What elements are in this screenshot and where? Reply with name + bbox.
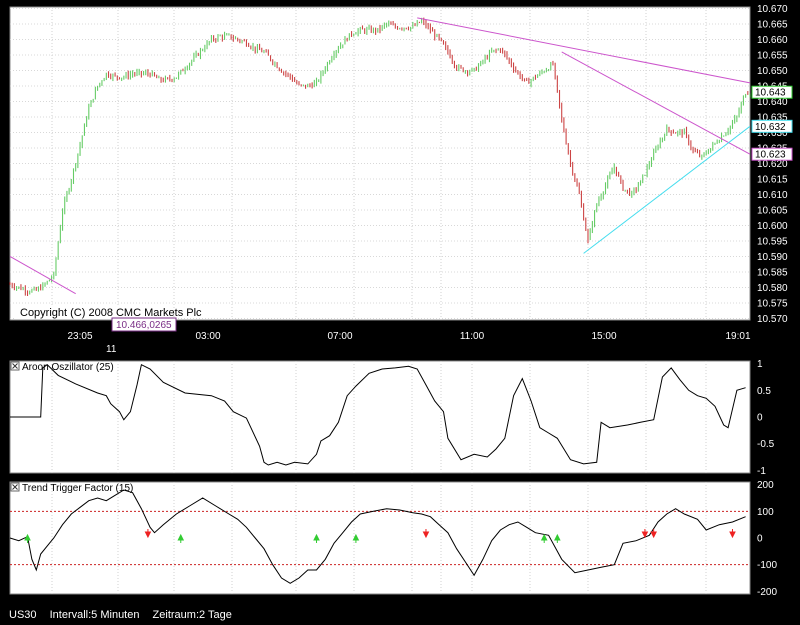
price-tag-label: 10.643: [755, 88, 786, 99]
price-panel[interactable]: 10.67010.66510.66010.65510.65010.64510.6…: [9, 4, 793, 332]
price-tick-label: 10.605: [757, 205, 788, 216]
price-tick-label: 10.575: [757, 298, 788, 309]
aroon-grid: [51, 361, 707, 473]
price-tick-label: 10.590: [757, 252, 788, 263]
copyright-box: [14, 305, 172, 319]
price-tag-label: 10.623: [755, 150, 786, 161]
status-bar: US30 Intervall:5 Minuten Zeitraum:2 Tage: [9, 609, 242, 621]
price-tags: 10.643 10.632 10.623: [751, 85, 793, 161]
price-tick-label: 10.655: [757, 51, 788, 62]
ttf-close-icon-glyph: [12, 484, 18, 490]
price-tag-box: [751, 119, 793, 133]
price-tag-box: [751, 85, 793, 99]
signal-down-arrow: [422, 529, 430, 539]
status-period: Zeitraum:2 Tage: [152, 609, 232, 621]
aroon-plot-area[interactable]: [9, 360, 751, 474]
time-tick-label: 11:00: [460, 331, 485, 342]
aroon-series-line: [10, 363, 746, 466]
signal-down-arrow: [641, 529, 649, 539]
price-candles: [9, 17, 751, 296]
osc-tick-label: 0.5: [757, 386, 771, 397]
osc-tick-label: -200: [757, 587, 777, 598]
price-tick-label: 10.585: [757, 267, 788, 278]
signal-up-arrow: [24, 533, 31, 543]
signal-up-arrow: [554, 533, 561, 543]
ttf-grid: [51, 482, 707, 594]
osc-tick-label: 200: [757, 480, 774, 491]
osc-tick-label: -0.5: [757, 439, 775, 450]
price-grid: [10, 7, 750, 320]
price-tick-label: 10.620: [757, 159, 788, 170]
trendlines[interactable]: [9, 17, 751, 295]
aroon-close-icon-glyph: [12, 363, 18, 369]
price-y-axis: 10.67010.66510.66010.65510.65010.64510.6…: [757, 4, 788, 325]
signal-down-arrow: [729, 529, 736, 539]
price-tick-label: 10.580: [757, 283, 788, 294]
osc-tick-label: -100: [757, 560, 777, 571]
osc-tick-label: 0: [757, 534, 763, 545]
price-tick-label: 10.640: [757, 97, 788, 108]
ttf-y-axis: 200 100 0 -100 -200: [757, 480, 777, 598]
signal-up-arrow: [313, 533, 320, 543]
price-tick-label: 10.610: [757, 190, 788, 201]
aroon-y-axis: 1 0.5 0 -0.5 -1: [757, 359, 775, 477]
cursor-readout: 10.466,0265: [116, 320, 172, 331]
ttf-title: Trend Trigger Factor (15): [22, 483, 133, 494]
trendline[interactable]: [583, 125, 751, 254]
price-tick-label: 10.630: [757, 128, 788, 139]
price-tick-label: 10.595: [757, 236, 788, 247]
date-label: 11: [106, 344, 117, 355]
signal-up-arrow: [177, 533, 185, 543]
price-tick-label: 10.600: [757, 221, 788, 232]
ttf-plot-area[interactable]: [9, 481, 751, 595]
osc-tick-label: 100: [757, 507, 774, 518]
ttf-signals: [24, 529, 736, 543]
signal-up-arrow: [540, 533, 548, 543]
aroon-title: Aroon Oszillator (25): [22, 362, 114, 373]
osc-tick-label: 0: [757, 413, 763, 424]
time-tick-label: 07:00: [327, 331, 352, 342]
signal-down-arrow: [650, 529, 657, 539]
signal-up-arrow: [352, 533, 360, 543]
time-tick-label: 15:00: [591, 331, 616, 342]
price-tag-box: [751, 147, 793, 161]
trendline[interactable]: [561, 51, 751, 155]
time-axis: 23:05 03:00 07:00 11:00 15:00 19:01: [67, 331, 750, 342]
osc-tick-label: -1: [757, 466, 766, 477]
time-tick-label: 23:05: [67, 331, 92, 342]
price-tick-label: 10.670: [757, 4, 788, 15]
cursor-readout-box: [111, 317, 177, 332]
price-tick-label: 10.650: [757, 66, 788, 77]
price-tick-label: 10.615: [757, 174, 788, 185]
status-interval: Intervall:5 Minuten: [49, 609, 140, 621]
price-tick-label: 10.570: [757, 314, 788, 325]
time-tick-label: 03:00: [195, 331, 220, 342]
copyright-text: Copyright (C) 2008 CMC Markets Plc: [20, 307, 202, 319]
ttf-panel[interactable]: 200 100 0 -100 -200 Trend Trigger Factor (15…: [9, 480, 777, 598]
price-tick-label: 10.660: [757, 35, 788, 46]
price-tick-label: 10.665: [757, 20, 788, 31]
status-symbol: US30: [9, 609, 37, 621]
osc-tick-label: 1: [757, 359, 763, 370]
trendline[interactable]: [417, 17, 751, 84]
trendline[interactable]: [9, 256, 76, 295]
price-tick-label: 10.635: [757, 113, 788, 124]
ttf-series-line: [9, 489, 746, 584]
price-tag-label: 10.632: [755, 122, 786, 133]
ttf-threshold-lines: [10, 510, 750, 566]
signal-down-arrow: [144, 529, 152, 539]
time-tick-label: 19:01: [725, 331, 750, 342]
aroon-panel[interactable]: 1 0.5 0 -0.5 -1 Aroon Oszillator (25): [9, 359, 775, 477]
